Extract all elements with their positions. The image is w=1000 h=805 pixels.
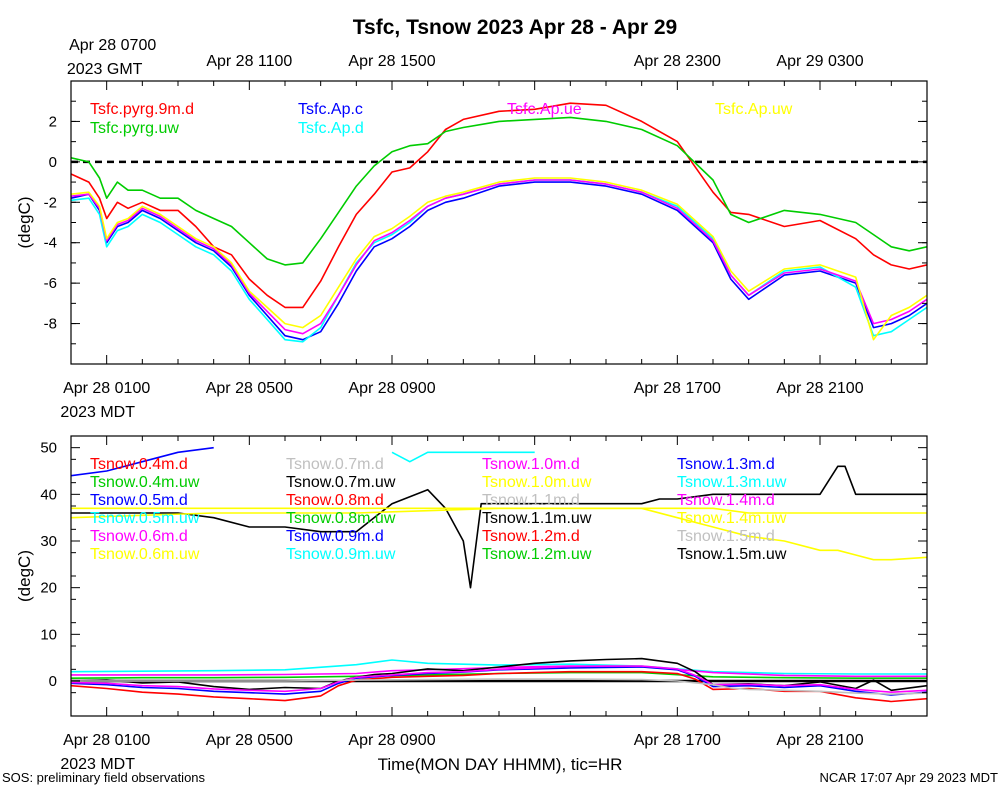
legend-entry-tsnow-0-5m-uw: Tsnow.0.5m.uw <box>90 510 200 527</box>
y-tick-label: -8 <box>44 316 57 333</box>
legend-entry-tsfc-pyrg-uw: Tsfc.pyrg.uw <box>90 120 179 137</box>
x-tick-label-bottom: Apr 28 1700 <box>634 380 721 397</box>
legend-entry-tsnow-1-1m-d: Tsnow.1.1m.d <box>482 492 580 509</box>
series-line-tsnow-1-1m-uw-0 <box>71 465 927 589</box>
legend-entry-tsnow-0-9m-uw: Tsnow.0.9m.uw <box>286 546 396 563</box>
y-tick-label: -6 <box>44 275 57 292</box>
series-group <box>71 102 927 343</box>
x-tick-label-bottom: Apr 28 0900 <box>348 732 435 749</box>
x-tick-label-bottom: Apr 28 0900 <box>348 380 435 397</box>
legend-entry-tsnow-1-3m-d: Tsnow.1.3m.d <box>677 456 775 473</box>
legend-entry-tsnow-1-0m-d: Tsnow.1.0m.d <box>482 456 580 473</box>
x-tick-label-top: Apr 28 2300 <box>634 53 721 70</box>
legend-entry-tsnow-1-4m-d: Tsnow.1.4m.d <box>677 492 775 509</box>
legend-entry-tsfc-ap-uw: Tsfc.Ap.uw <box>715 101 793 118</box>
legend-entry-tsnow-1-1m-uw: Tsnow.1.1m.uw <box>482 510 592 527</box>
x-tick-label-bottom: Apr 28 0100 <box>63 380 150 397</box>
x-tick-label-bottom: Apr 28 2100 <box>776 732 863 749</box>
series-line-tsnow-1-0m-d-6 <box>71 665 927 678</box>
legend-entry-tsnow-1-5m-uw: Tsnow.1.5m.uw <box>677 546 787 563</box>
series-line-tsfc-ap-uw-5 <box>71 177 927 341</box>
legend-entry-tsnow-0-8m-d: Tsnow.0.8m.d <box>286 492 384 509</box>
footer-left: SOS: preliminary field observations <box>2 770 206 785</box>
series-line-tsnow-1-3m-uw-4 <box>391 451 535 463</box>
series-line-tsfc-ap-ue-4 <box>71 179 927 335</box>
legend-entry-tsfc-ap-c: Tsfc.Ap.c <box>298 101 363 118</box>
x-tick-sublabel-bottom: 2023 MDT <box>60 404 135 421</box>
legend-entry-tsnow-1-5m-d: Tsnow.1.5m.d <box>677 528 775 545</box>
y-tick-label: 2 <box>49 113 57 130</box>
legend-entry-tsnow-0-5m-d: Tsnow.0.5m.d <box>90 492 188 509</box>
y-tick-label: 50 <box>40 440 57 457</box>
y-tick-label: 0 <box>49 673 57 690</box>
footer-right: NCAR 17:07 Apr 29 2023 MDT <box>820 770 999 785</box>
legend-entry-tsnow-1-3m-uw: Tsnow.1.3m.uw <box>677 474 787 491</box>
series-line-tsnow-1-5m-uw-2 <box>71 507 927 561</box>
series-line-tsnow-1-5m-d-12 <box>71 678 927 695</box>
series-group <box>71 446 927 703</box>
x-tick-label-bottom: Apr 28 0500 <box>206 732 293 749</box>
x-tick-sublabel-top: 2023 GMT <box>67 61 143 78</box>
legend-entry-tsfc-ap-ue: Tsfc.Ap.ue <box>507 101 582 118</box>
series-line-tsnow-0-7m-uw-8 <box>71 657 927 692</box>
y-tick-label: 0 <box>49 154 57 171</box>
y-tick-label: -4 <box>44 235 57 252</box>
legend-entry-tsnow-0-7m-uw: Tsnow.0.7m.uw <box>286 474 396 491</box>
x-tick-label-top: Apr 28 1100 <box>206 53 292 70</box>
legend-entry-tsnow-0-8m-uw: Tsnow.0.8m.uw <box>286 510 396 527</box>
legend-entry-tsnow-1-2m-uw: Tsnow.1.2m.uw <box>482 546 592 563</box>
chart-title: Tsfc, Tsnow 2023 Apr 28 - Apr 29 <box>353 16 677 39</box>
tsfc-panel: -8 -6 -4 -2 0 2 (degC) Apr 28 0100 2023 MDT Apr 2… <box>15 37 928 421</box>
legend-entry-tsnow-0-7m-d: Tsnow.0.7m.d <box>286 456 384 473</box>
y-axis-label: (degC) <box>15 197 34 249</box>
legend-entry-tsnow-0-4m-d: Tsnow.0.4m.d <box>90 456 188 473</box>
y-axis-label: (degC) <box>15 550 34 602</box>
series-line-tsnow-0-6m-d-10 <box>71 665 927 694</box>
legend-entry-tsnow-1-4m-uw: Tsnow.1.4m.uw <box>677 510 787 527</box>
series-line-tsfc-ap-c-2 <box>71 181 927 341</box>
y-tick-label: -2 <box>44 194 57 211</box>
series-line-tsnow-1-2m-uw-5 <box>71 659 927 675</box>
y-tick-label: 10 <box>40 626 57 643</box>
y-tick-label: 20 <box>40 580 57 597</box>
y-tick-label: 40 <box>40 486 57 503</box>
x-tick-label-top: Apr 29 0300 <box>776 53 863 70</box>
x-tick-sublabel-bottom: 2023 MDT <box>60 756 135 773</box>
legend-entry-tsnow-0-4m-uw: Tsnow.0.4m.uw <box>90 474 200 491</box>
legend-entry-tsnow-0-9m-d: Tsnow.0.9m.d <box>286 528 384 545</box>
x-tick-label-bottom: Apr 28 0100 <box>63 732 150 749</box>
x-tick-label-top: Apr 28 1500 <box>348 53 435 70</box>
x-tick-label-bottom: Apr 28 0500 <box>206 380 293 397</box>
legend-entry-tsfc-ap-d: Tsfc.Ap.d <box>298 120 364 137</box>
tsnow-panel: 0 10 20 30 40 50 (degC) Apr 28 0100 2023 MDT Apr … <box>15 435 928 773</box>
x-axis-title: Time(MON DAY HHMM), tic=HR <box>378 755 623 774</box>
legend-entry-tsfc-pyrg-9m-d: Tsfc.pyrg.9m.d <box>90 101 194 118</box>
legend-entry-tsnow-0-6m-uw: Tsnow.0.6m.uw <box>90 546 200 563</box>
legend-entry-tsnow-1-0m-uw: Tsnow.1.0m.uw <box>482 474 592 491</box>
series-line-tsfc-pyrg-uw-1 <box>71 116 927 266</box>
x-tick-label-top: Apr 28 0700 <box>69 37 156 54</box>
x-tick-label-bottom: Apr 28 2100 <box>776 380 863 397</box>
y-tick-label: 30 <box>40 533 57 550</box>
x-tick-label-bottom: Apr 28 1700 <box>634 732 721 749</box>
legend-entry-tsnow-1-2m-d: Tsnow.1.2m.d <box>482 528 580 545</box>
legend-entry-tsnow-0-6m-d: Tsnow.0.6m.d <box>90 528 188 545</box>
series-line-tsnow-0-4m-d-3 <box>71 446 214 477</box>
